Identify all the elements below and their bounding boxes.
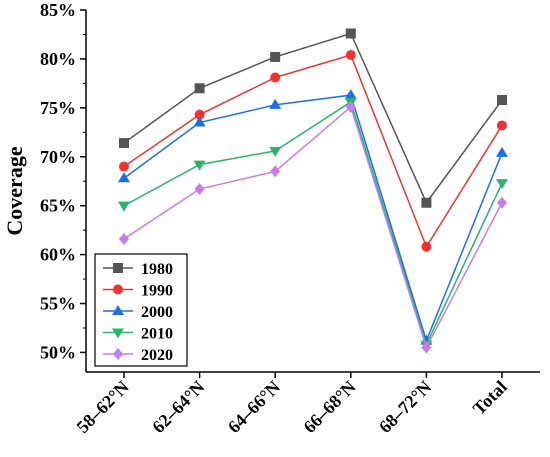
series-line-2000	[123, 94, 503, 343]
legend-item: 1980	[103, 261, 173, 278]
data-point	[344, 89, 357, 100]
legend-label: 1980	[141, 261, 173, 278]
y-ticks: 50% 55% 60% 65% 70% 75% 80% 85%	[40, 0, 86, 362]
legend-marker	[112, 305, 124, 315]
axes	[85, 10, 540, 373]
series-group	[118, 28, 508, 354]
y-tick-label: 65%	[40, 196, 76, 216]
data-point	[194, 109, 205, 120]
data-point	[345, 28, 356, 39]
series-line-1990	[123, 54, 503, 249]
legend-label: 2020	[141, 347, 173, 364]
data-point	[193, 160, 206, 171]
y-tick-label: 75%	[40, 98, 76, 118]
y-tick-label: 60%	[40, 245, 76, 265]
data-point	[119, 161, 129, 172]
data-point	[497, 196, 507, 209]
data-point	[497, 95, 507, 106]
y-tick-label: 80%	[40, 49, 76, 69]
data-point	[421, 241, 432, 252]
data-point	[345, 50, 356, 61]
series-line-2020	[123, 105, 503, 350]
legend: 1980 1990 2000 2010 2020	[94, 253, 188, 367]
legend-item: 2010	[103, 326, 173, 343]
data-point	[269, 146, 282, 157]
data-point	[119, 232, 129, 245]
legend-marker	[112, 328, 124, 339]
x-tick-label: 62–64°N	[148, 377, 208, 437]
x-tick-label: 68–72°N	[375, 377, 435, 437]
x-tick-label: Total	[469, 377, 511, 419]
series-line-1980	[123, 32, 503, 205]
data-point	[270, 72, 281, 83]
series-1980	[119, 28, 507, 208]
data-point	[119, 138, 129, 149]
y-tick-label: 85%	[40, 0, 76, 20]
x-tick-label: 64–66°N	[224, 377, 284, 437]
y-tick-label: 70%	[40, 147, 76, 167]
series-2020	[119, 100, 507, 354]
data-point	[345, 100, 356, 113]
legend-item: 1990	[103, 283, 173, 300]
y-axis-title-group: Coverage	[2, 146, 27, 235]
x-tick-label: 58–62°N	[73, 377, 133, 437]
legend-label: 1990	[141, 283, 173, 300]
legend-marker	[113, 263, 123, 273]
data-point	[118, 172, 130, 183]
y-axis-title: Coverage	[2, 146, 27, 235]
data-point	[496, 146, 508, 157]
data-point	[269, 98, 282, 109]
legend-box	[94, 253, 188, 367]
x-ticks: 58–62°N 62–64°N 64–66°N 66–68°N 68–72°N Total	[73, 372, 511, 437]
legend-label: 2000	[141, 304, 173, 321]
y-tick-label: 55%	[40, 294, 76, 314]
data-point	[193, 116, 206, 127]
legend-marker	[113, 348, 123, 360]
data-point	[118, 201, 130, 212]
data-point	[270, 51, 281, 62]
legend-marker	[113, 284, 123, 295]
series-line-2010	[123, 100, 503, 347]
x-tick-label: 66–68°N	[299, 377, 359, 437]
data-point	[497, 120, 507, 131]
y-tick-label: 50%	[40, 342, 76, 362]
series-2000	[118, 89, 508, 345]
legend-label: 2010	[141, 326, 173, 343]
data-point	[421, 341, 432, 354]
legend-item: 2020	[103, 347, 173, 364]
series-2010	[118, 97, 508, 351]
data-point	[496, 179, 508, 190]
data-point	[194, 183, 205, 196]
series-1990	[119, 50, 507, 252]
data-point	[421, 197, 432, 208]
data-point	[270, 165, 281, 178]
legend-item: 2000	[103, 304, 173, 321]
data-point	[194, 83, 205, 94]
